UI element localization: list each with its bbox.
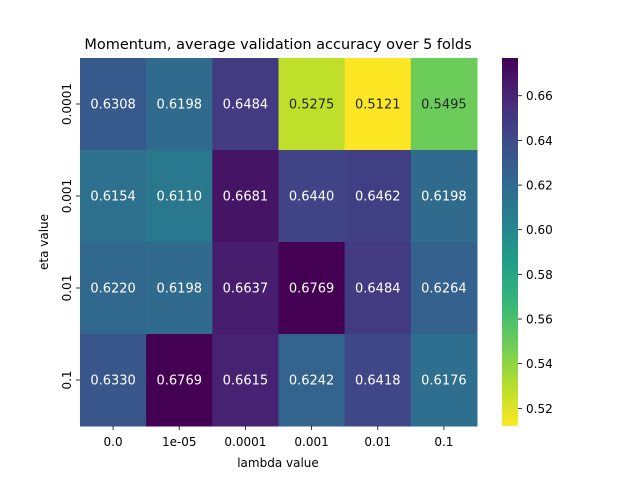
- x-axis: 0.0 1e-05 0.0001 0.001 0.01 0.1: [104, 426, 453, 449]
- heatmap-cell: [344, 150, 412, 243]
- heatmap-cell: [146, 150, 213, 243]
- cell-value-label: 0.6198: [157, 98, 203, 113]
- heatmap-cell: [146, 58, 213, 151]
- colorbar-axis: 0.52 0.54 0.56 0.58 0.60 0.62 0.64 0.66: [518, 89, 553, 416]
- heatmap-cell: [344, 242, 412, 335]
- heatmap-cell: [278, 58, 346, 151]
- heatmap-cell: [80, 242, 147, 335]
- heatmap-cell: [278, 334, 346, 427]
- cell-value-label: 0.5275: [289, 98, 335, 113]
- cell-value-label: 0.6264: [421, 282, 467, 297]
- cell-value-label: 0.6418: [355, 374, 401, 389]
- y-tick-label: 0.001: [60, 179, 74, 213]
- heatmap-cell: [410, 334, 478, 427]
- heatmap-cells: [80, 58, 478, 427]
- heatmap-cell-labels: 0.6308 0.6198 0.6484 0.5275 0.5121 0.5495 0.61…: [90, 98, 466, 389]
- cell-value-label: 0.6637: [223, 282, 269, 297]
- cell-value-label: 0.6198: [157, 282, 203, 297]
- heatmap-cell: [212, 334, 279, 427]
- heatmap-cell: [212, 150, 279, 243]
- heatmap-cell: [410, 58, 478, 151]
- cell-value-label: 0.5121: [355, 98, 401, 113]
- colorbar-tick-label: 0.66: [526, 89, 553, 103]
- heatmap-cell: [410, 242, 478, 335]
- cell-value-label: 0.6462: [355, 190, 401, 205]
- y-axis: 0.0001 0.001 0.01 0.1: [60, 83, 80, 390]
- heatmap-cell: [146, 242, 213, 335]
- cell-value-label: 0.6330: [90, 374, 136, 389]
- cell-value-label: 0.6615: [223, 374, 269, 389]
- colorbar-tick-label: 0.58: [526, 268, 553, 282]
- x-tick-label: 0.01: [364, 435, 391, 449]
- x-tick-label: 0.0001: [224, 435, 266, 449]
- colorbar-tick-label: 0.60: [526, 223, 553, 237]
- heatmap-cell: [80, 334, 147, 427]
- cell-value-label: 0.6154: [90, 190, 136, 205]
- y-tick-label: 0.1: [60, 370, 74, 389]
- cell-value-label: 0.6769: [157, 374, 203, 389]
- y-tick-label: 0.01: [60, 275, 74, 302]
- colorbar-tick-label: 0.52: [526, 402, 553, 416]
- heatmap-cell: [146, 334, 213, 427]
- cell-value-label: 0.6220: [90, 282, 136, 297]
- heatmap-cell: [80, 150, 147, 243]
- colorbar: [502, 58, 518, 426]
- colorbar-tick-label: 0.62: [526, 179, 553, 193]
- cell-value-label: 0.6681: [223, 190, 269, 205]
- cell-value-label: 0.6110: [157, 190, 203, 205]
- chart-title: Momentum, average validation accuracy ov…: [84, 37, 471, 53]
- heatmap-cell: [344, 58, 412, 151]
- y-tick-label: 0.0001: [60, 83, 74, 125]
- heatmap-cell: [278, 150, 346, 243]
- colorbar-tick-label: 0.64: [526, 134, 553, 148]
- cell-value-label: 0.6440: [289, 190, 335, 205]
- colorbar-tick-label: 0.54: [526, 357, 553, 371]
- heatmap-cell: [410, 150, 478, 243]
- cell-value-label: 0.6484: [223, 98, 269, 113]
- cell-value-label: 0.6176: [421, 374, 467, 389]
- y-axis-label: eta value: [37, 214, 51, 270]
- colorbar-tick-label: 0.56: [526, 313, 553, 327]
- cell-value-label: 0.6198: [421, 190, 467, 205]
- x-tick-label: 0.1: [434, 435, 453, 449]
- x-tick-label: 1e-05: [162, 435, 197, 449]
- cell-value-label: 0.6242: [289, 374, 335, 389]
- cell-value-label: 0.6308: [90, 98, 136, 113]
- cell-value-label: 0.6484: [355, 282, 401, 297]
- heatmap-cell: [80, 58, 147, 151]
- cell-value-label: 0.5495: [421, 98, 467, 113]
- x-axis-label: lambda value: [237, 456, 319, 470]
- x-tick-label: 0.0: [104, 435, 123, 449]
- heatmap-cell: [212, 242, 279, 335]
- heatmap-cell: [278, 242, 346, 335]
- x-tick-label: 0.001: [294, 435, 328, 449]
- heatmap-cell: [212, 58, 279, 151]
- heatmap-cell: [344, 334, 412, 427]
- cell-value-label: 0.6769: [289, 282, 335, 297]
